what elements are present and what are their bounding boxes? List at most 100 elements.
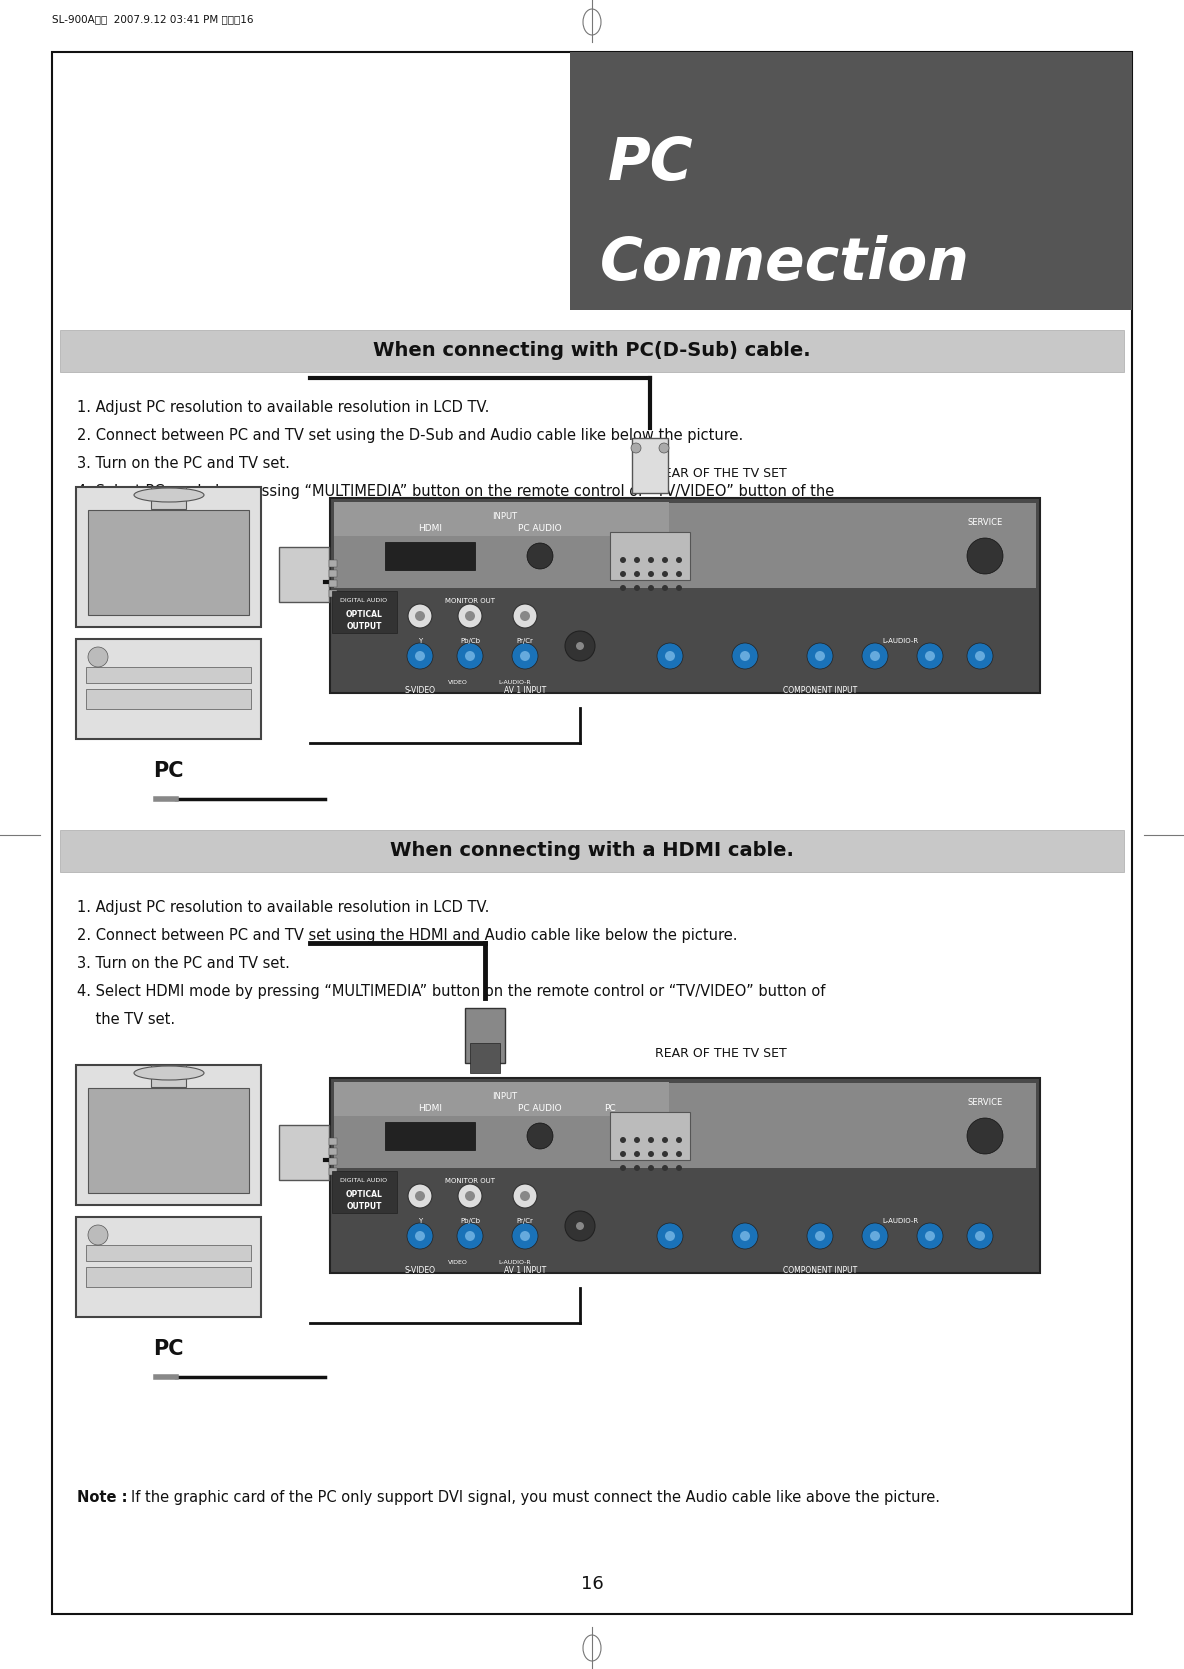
Text: Pb/Cb: Pb/Cb bbox=[461, 1218, 480, 1223]
Text: REAR OF THE TV SET: REAR OF THE TV SET bbox=[655, 1046, 786, 1060]
Text: SERVICE: SERVICE bbox=[967, 1098, 1003, 1107]
Bar bbox=[329, 561, 337, 567]
Text: OPTICAL: OPTICAL bbox=[346, 1190, 382, 1198]
Circle shape bbox=[967, 537, 1003, 574]
Circle shape bbox=[565, 631, 596, 661]
Bar bbox=[329, 591, 337, 598]
Circle shape bbox=[513, 604, 538, 628]
Circle shape bbox=[416, 651, 425, 661]
Text: When connecting with a HDMI cable.: When connecting with a HDMI cable. bbox=[390, 841, 794, 861]
Circle shape bbox=[648, 1165, 654, 1172]
Circle shape bbox=[648, 1152, 654, 1157]
Text: MONITOR OUT: MONITOR OUT bbox=[445, 1178, 495, 1183]
Bar bbox=[332, 1172, 397, 1213]
Circle shape bbox=[657, 1223, 683, 1248]
Circle shape bbox=[807, 643, 834, 669]
Text: S-VIDEO: S-VIDEO bbox=[405, 686, 436, 694]
Text: the TV set.: the TV set. bbox=[77, 1011, 175, 1026]
Circle shape bbox=[648, 1137, 654, 1143]
Text: Pr/Cr: Pr/Cr bbox=[516, 1218, 534, 1223]
Circle shape bbox=[974, 1232, 985, 1242]
Circle shape bbox=[662, 557, 668, 562]
Text: Y: Y bbox=[418, 638, 423, 644]
Circle shape bbox=[465, 651, 475, 661]
Circle shape bbox=[862, 643, 888, 669]
Bar bbox=[385, 542, 475, 571]
Text: 4. Select HDMI mode by pressing “MULTIMEDIA” button on the remote control or “TV: 4. Select HDMI mode by pressing “MULTIME… bbox=[77, 985, 825, 1000]
Circle shape bbox=[662, 1137, 668, 1143]
Bar bbox=[152, 1065, 186, 1087]
Text: Y: Y bbox=[418, 1218, 423, 1223]
Text: TV set.: TV set. bbox=[77, 512, 147, 527]
Text: DIGITAL AUDIO: DIGITAL AUDIO bbox=[341, 1178, 387, 1183]
Circle shape bbox=[465, 1232, 475, 1242]
Text: OUTPUT: OUTPUT bbox=[346, 623, 381, 631]
Bar bbox=[334, 502, 1036, 587]
Text: L-AUDIO-R: L-AUDIO-R bbox=[882, 638, 918, 644]
Circle shape bbox=[520, 1192, 530, 1202]
Bar bbox=[385, 1122, 475, 1150]
Circle shape bbox=[565, 1212, 596, 1242]
Text: INPUT: INPUT bbox=[493, 1092, 517, 1102]
Circle shape bbox=[458, 604, 482, 628]
Bar bbox=[86, 1245, 251, 1262]
Circle shape bbox=[662, 1152, 668, 1157]
Text: PC: PC bbox=[153, 1339, 184, 1359]
Bar bbox=[470, 1043, 500, 1073]
Circle shape bbox=[633, 557, 641, 562]
Circle shape bbox=[648, 571, 654, 577]
Bar bbox=[610, 532, 690, 581]
Text: HDMI: HDMI bbox=[418, 1103, 442, 1113]
Circle shape bbox=[740, 1232, 749, 1242]
Text: INPUT: INPUT bbox=[493, 512, 517, 521]
Circle shape bbox=[676, 586, 682, 591]
Bar bbox=[330, 497, 1040, 693]
Circle shape bbox=[870, 1232, 880, 1242]
Bar bbox=[334, 1082, 669, 1117]
Circle shape bbox=[620, 586, 626, 591]
Circle shape bbox=[511, 643, 538, 669]
Bar bbox=[332, 591, 397, 633]
Text: SL-900A영어  2007.9.12 03:41 PM 페이직16: SL-900A영어 2007.9.12 03:41 PM 페이직16 bbox=[52, 13, 253, 23]
Text: 2. Connect between PC and TV set using the D-Sub and Audio cable like below the : 2. Connect between PC and TV set using t… bbox=[77, 427, 744, 442]
Circle shape bbox=[575, 643, 584, 649]
Circle shape bbox=[620, 557, 626, 562]
Bar bbox=[86, 689, 251, 709]
Text: 1. Adjust PC resolution to available resolution in LCD TV.: 1. Adjust PC resolution to available res… bbox=[77, 900, 489, 915]
Text: PC AUDIO: PC AUDIO bbox=[519, 1103, 562, 1113]
Bar bbox=[86, 668, 251, 683]
Bar bbox=[570, 52, 1132, 310]
Bar bbox=[330, 1078, 1040, 1273]
Circle shape bbox=[648, 557, 654, 562]
Circle shape bbox=[416, 1192, 425, 1202]
Text: OUTPUT: OUTPUT bbox=[346, 1202, 381, 1212]
Bar bbox=[334, 502, 669, 536]
Bar bbox=[329, 1168, 337, 1175]
Circle shape bbox=[88, 1225, 108, 1245]
Text: AV 1 INPUT: AV 1 INPUT bbox=[504, 686, 546, 694]
Bar bbox=[632, 437, 668, 492]
Text: 4. Select PC mode by pressing “MULTIMEDIA” button on the remote control or “TV/V: 4. Select PC mode by pressing “MULTIMEDI… bbox=[77, 484, 835, 499]
Circle shape bbox=[88, 648, 108, 668]
Text: Pb/Cb: Pb/Cb bbox=[461, 638, 480, 644]
Text: PC: PC bbox=[153, 761, 184, 781]
Text: REAR OF THE TV SET: REAR OF THE TV SET bbox=[655, 467, 786, 481]
Text: COMPONENT INPUT: COMPONENT INPUT bbox=[783, 1267, 857, 1275]
Circle shape bbox=[870, 651, 880, 661]
Circle shape bbox=[620, 1165, 626, 1172]
Circle shape bbox=[620, 1137, 626, 1143]
Bar bbox=[76, 1217, 260, 1317]
Bar bbox=[88, 511, 249, 614]
Text: 16: 16 bbox=[580, 1576, 604, 1592]
Bar bbox=[76, 487, 260, 628]
Circle shape bbox=[916, 643, 942, 669]
Circle shape bbox=[633, 1137, 641, 1143]
Circle shape bbox=[676, 1165, 682, 1172]
Text: 2. Connect between PC and TV set using the HDMI and Audio cable like below the p: 2. Connect between PC and TV set using t… bbox=[77, 928, 738, 943]
Circle shape bbox=[620, 1152, 626, 1157]
Circle shape bbox=[407, 643, 433, 669]
Bar bbox=[152, 487, 186, 509]
Circle shape bbox=[633, 1165, 641, 1172]
Circle shape bbox=[465, 1192, 475, 1202]
Circle shape bbox=[633, 571, 641, 577]
